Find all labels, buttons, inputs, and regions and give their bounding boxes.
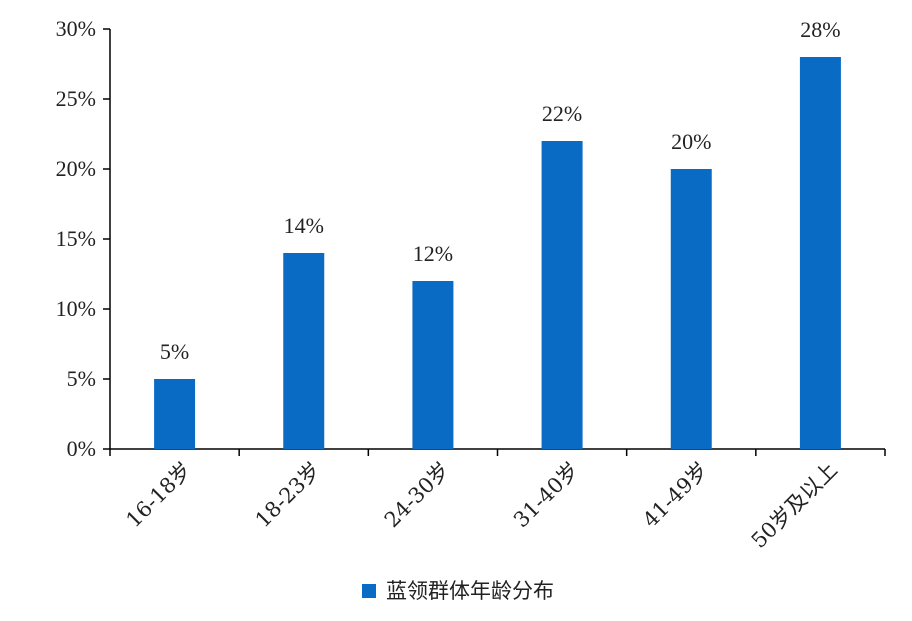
bar [799,57,841,449]
y-tick-label: 30% [56,16,96,41]
y-tick-label: 5% [67,366,96,391]
bars [154,57,841,449]
category-label: 16-18岁 [121,458,196,533]
legend: 蓝领群体年龄分布 [362,579,554,603]
data-label: 5% [160,339,189,364]
y-axis: 0% 5% 10% 15% 20% 25% 30% [56,16,111,461]
category-label: 31-40岁 [509,458,584,533]
legend-swatch [362,584,376,598]
x-axis [109,448,886,456]
bar [670,169,712,449]
y-tick-label: 0% [67,436,96,461]
y-tick-label: 10% [56,296,96,321]
category-label: 50岁及以上 [747,458,842,553]
data-label: 28% [800,17,840,42]
y-tick-label: 15% [56,226,96,251]
category-label: 41-49岁 [638,458,713,533]
data-label: 20% [671,129,711,154]
category-labels: 16-18岁 18-23岁 24-30岁 31-40岁 41-49岁 50岁及以上 [121,458,841,553]
legend-label: 蓝领群体年龄分布 [386,579,554,603]
bar [283,253,325,449]
data-labels: 5% 14% 12% 22% 20% 28% [160,17,841,364]
bar [154,379,196,449]
y-tick-label: 25% [56,86,96,111]
category-label: 24-30岁 [380,458,455,533]
bar [412,281,454,449]
category-label: 18-23岁 [251,458,326,533]
data-label: 12% [413,241,453,266]
y-tick-label: 20% [56,156,96,181]
data-label: 14% [284,213,324,238]
data-label: 22% [542,101,582,126]
bar [541,141,583,449]
